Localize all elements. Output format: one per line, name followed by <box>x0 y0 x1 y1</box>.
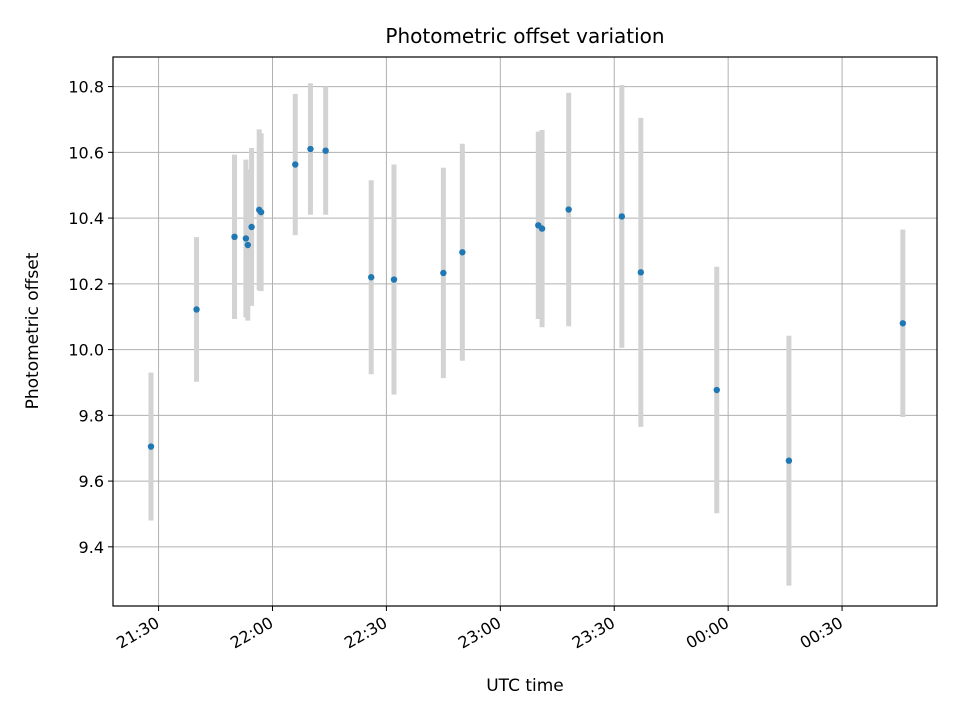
y-tick-label: 9.8 <box>79 406 104 425</box>
data-point <box>459 249 466 256</box>
y-axis-label: Photometric offset <box>23 252 43 409</box>
y-tick-label: 10.0 <box>68 341 104 360</box>
y-tick-label: 10.4 <box>68 209 104 228</box>
data-point <box>565 206 572 213</box>
data-point <box>244 241 252 249</box>
data-point <box>440 269 447 277</box>
data-point <box>368 274 375 281</box>
data-point <box>390 276 398 283</box>
data-point <box>231 233 238 241</box>
data-point <box>899 320 907 327</box>
y-tick-label: 9.4 <box>79 538 104 557</box>
data-point <box>307 145 314 153</box>
chart-title: Photometric offset variation <box>385 24 664 48</box>
data-point <box>193 306 200 313</box>
data-point <box>785 457 793 464</box>
data-point <box>292 161 299 168</box>
data-point <box>242 235 250 242</box>
y-tick-label: 10.2 <box>68 275 104 294</box>
data-point <box>248 223 255 231</box>
data-point <box>713 386 720 394</box>
data-point <box>538 225 546 232</box>
data-point <box>257 208 265 216</box>
data-point <box>637 269 645 276</box>
y-axis-ticks: 9.4 9.6 9.8 10.0 10.2 10.4 10.6 10.8 <box>68 78 113 557</box>
x-axis-label: UTC time <box>486 676 564 696</box>
data-point <box>147 443 155 450</box>
y-tick-label: 9.6 <box>79 472 104 491</box>
y-tick-label: 10.8 <box>68 78 104 97</box>
data-point <box>618 213 626 220</box>
data-point <box>322 147 329 154</box>
plot-frame <box>112 56 938 607</box>
data-points <box>147 145 907 464</box>
y-tick-label: 10.6 <box>68 143 104 162</box>
